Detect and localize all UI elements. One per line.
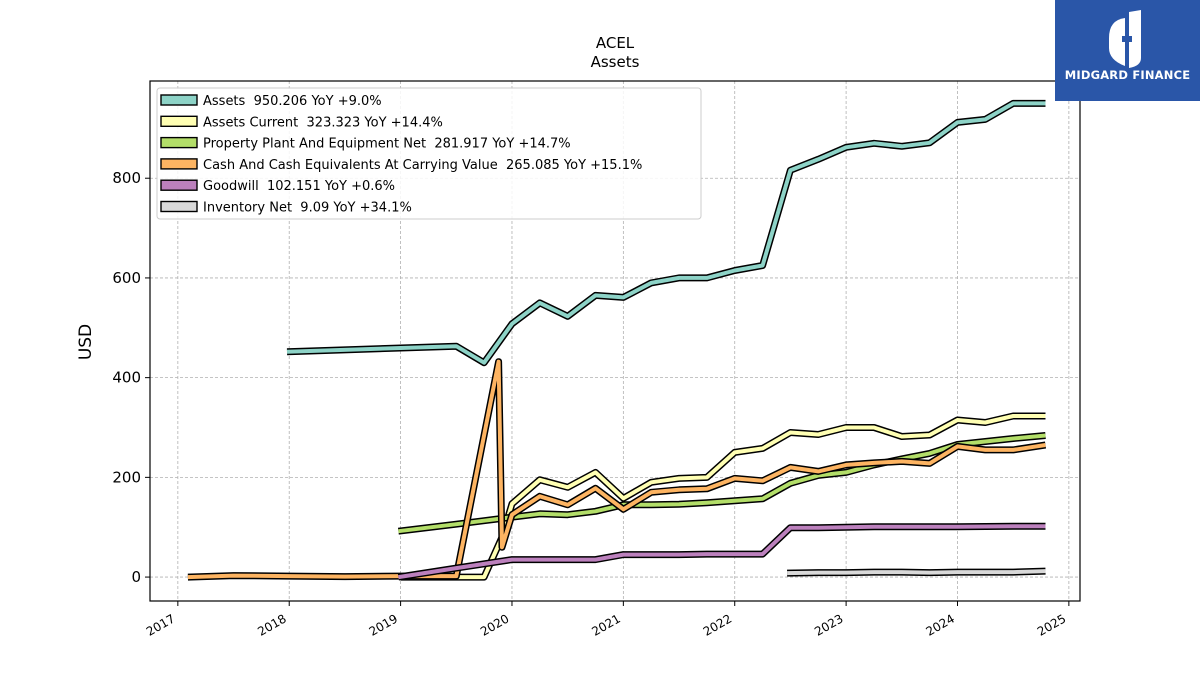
- x-tick-label: 2021: [589, 611, 622, 638]
- legend: Assets 950.206 YoY +9.0% Assets Current 3…: [156, 87, 702, 220]
- midgard-finance-logo: MIDGARD FINANCE: [1055, 0, 1200, 101]
- legend-swatch: [160, 179, 198, 191]
- y-tick-label: 400: [112, 369, 141, 387]
- legend-label: Goodwill 102.151 YoY +0.6%: [203, 179, 395, 194]
- x-tick-label: 2020: [478, 611, 511, 638]
- x-tick-label: 2023: [812, 611, 845, 638]
- series-layer: [187, 99, 1047, 581]
- x-tick-label: 2024: [924, 611, 957, 638]
- legend-label: Cash And Cash Equivalents At Carrying Va…: [203, 158, 642, 173]
- series-line-2: [398, 433, 1046, 534]
- legend-label: Inventory Net 9.09 YoY +34.1%: [203, 201, 412, 216]
- y-tick-label: 800: [112, 169, 141, 187]
- series-line-5: [787, 569, 1046, 576]
- y-axis-label: USD: [76, 324, 96, 360]
- logo-text: MIDGARD FINANCE: [1064, 68, 1191, 82]
- legend-swatch: [160, 115, 198, 128]
- plot-frame: [149, 80, 1081, 602]
- series-line-3: [187, 359, 1046, 580]
- legend-label: Property Plant And Equipment Net 281.917…: [203, 137, 571, 152]
- y-axis: 0 200 400 600 800: [112, 169, 150, 586]
- series-line-1: [400, 414, 1046, 580]
- x-tick-label: 2025: [1035, 611, 1068, 638]
- legend-swatch: [160, 136, 198, 149]
- series-outline-3: [187, 358, 1047, 581]
- legend-label: Assets 950.206 YoY +9.0%: [203, 94, 382, 109]
- series-line-4: [398, 524, 1046, 580]
- x-tick-label: 2018: [255, 611, 288, 638]
- y-tick-label: 0: [131, 568, 141, 586]
- legend-label: Assets Current 323.323 YoY +14.4%: [203, 115, 443, 130]
- series-line-0: [286, 101, 1046, 365]
- x-tick-label: 2019: [367, 611, 400, 638]
- y-tick-label: 600: [112, 269, 141, 287]
- x-axis: 2017 2018 2019 2020 2021 2022 2023 2024 2025: [144, 601, 1070, 639]
- legend-swatch: [160, 200, 198, 213]
- x-tick-label: 2022: [701, 611, 734, 638]
- chart-subtitle: Assets: [591, 53, 640, 71]
- legend-swatch: [160, 158, 198, 170]
- chart-title: ACEL: [596, 34, 635, 52]
- legend-box: [156, 87, 702, 220]
- logo-mark-icon: [1109, 10, 1141, 68]
- legend-swatch: [160, 94, 198, 106]
- y-tick-label: 200: [112, 468, 141, 486]
- x-tick-label: 2017: [144, 611, 177, 638]
